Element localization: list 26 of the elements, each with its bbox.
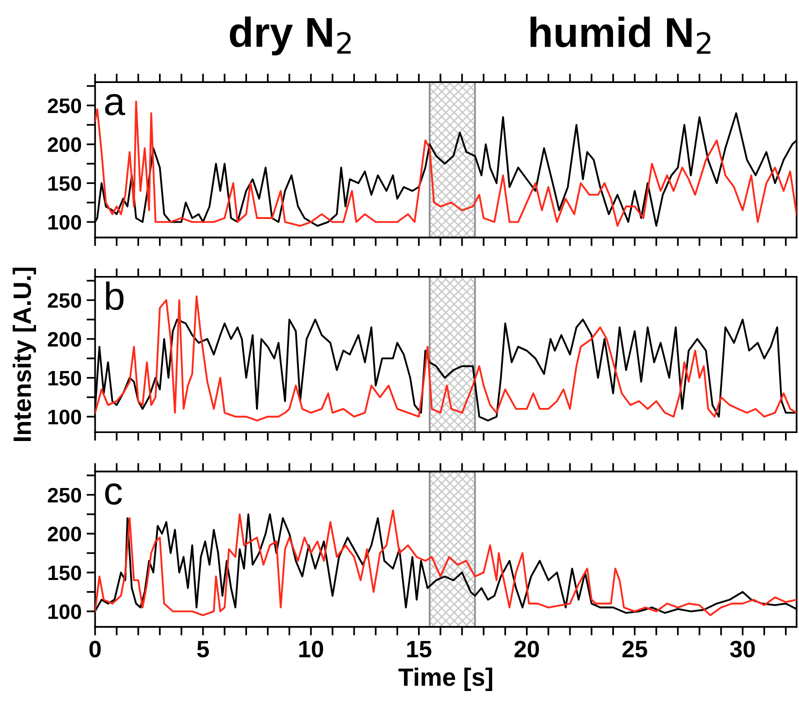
y-tick-label: 250 [48, 98, 82, 114]
annotation: b [106, 281, 124, 310]
y-tick-label: 150 [48, 176, 82, 191]
y-tick-label: 250 [48, 488, 82, 503]
x-tick-label: 15 [407, 640, 432, 658]
y-tick-label: 250 [48, 293, 82, 308]
y-tick-label: 150 [48, 370, 82, 386]
y-tick-label: 200 [48, 526, 82, 542]
y-tick-label: 200 [48, 137, 82, 152]
y-tick-label: 100 [48, 604, 82, 620]
x-tick-label: 20 [514, 640, 539, 658]
y-tick-label: 100 [48, 214, 82, 230]
x-tick-label: 0 [89, 640, 101, 658]
x-axis-title: Time [s] [398, 668, 492, 691]
text: dry N$_{2}$ [230, 16, 351, 56]
text: humid N$_{2}$ [530, 16, 710, 54]
y-tick-label: 150 [48, 566, 82, 580]
y-axis-title: Intensity [A.U.] [12, 268, 36, 442]
x-tick-label: 30 [730, 640, 755, 658]
annotation: a [105, 94, 126, 116]
x-tick-label: 25 [622, 640, 648, 658]
x-tick-label: 5 [197, 640, 209, 658]
y-tick-label: 100 [48, 410, 82, 424]
y-tick-label: 200 [48, 332, 82, 347]
x-tick-label: 10 [299, 640, 324, 658]
annotation: c [105, 483, 122, 505]
